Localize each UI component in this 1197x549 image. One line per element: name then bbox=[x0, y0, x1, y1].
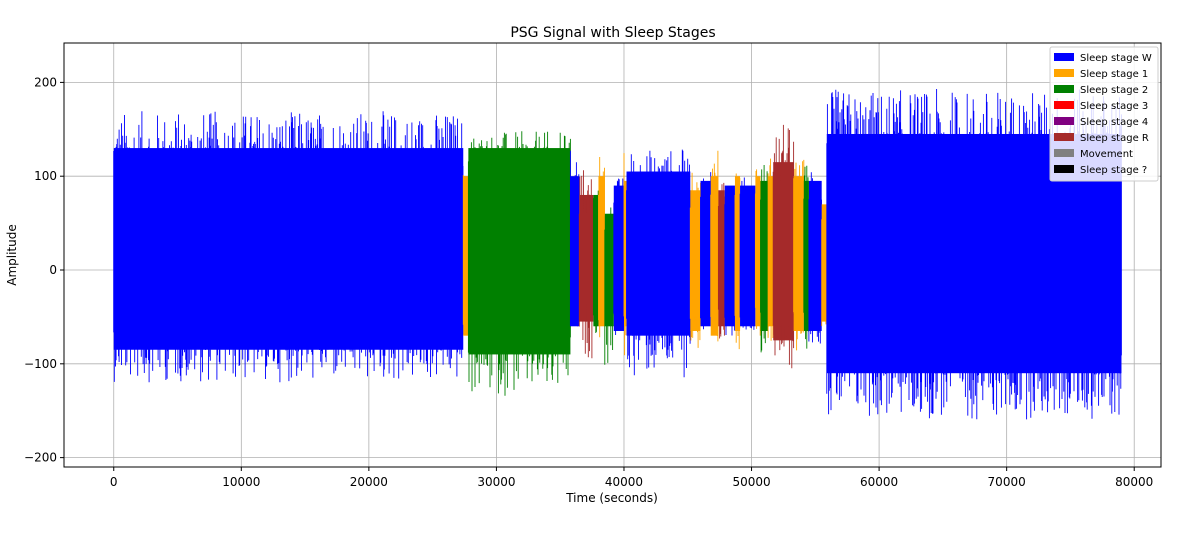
legend-swatch bbox=[1054, 85, 1074, 93]
signal-traces bbox=[113, 89, 1122, 420]
signal-trace bbox=[623, 153, 627, 356]
legend-swatch bbox=[1054, 133, 1074, 141]
signal-trace bbox=[598, 157, 605, 338]
signal-trace bbox=[760, 165, 769, 353]
signal-trace bbox=[808, 172, 822, 344]
legend-label: Sleep stage 4 bbox=[1080, 117, 1148, 128]
legend-swatch bbox=[1054, 149, 1074, 157]
chart-title: PSG Signal with Sleep Stages bbox=[510, 25, 715, 41]
signal-trace bbox=[569, 150, 580, 327]
legend-swatch bbox=[1054, 69, 1074, 77]
signal-trace bbox=[604, 207, 614, 365]
legend-label: Sleep stage ? bbox=[1080, 165, 1147, 176]
signal-trace bbox=[626, 149, 691, 378]
legend-label: Sleep stage 1 bbox=[1080, 69, 1148, 80]
signal-trace bbox=[578, 170, 594, 359]
x-tick-label: 10000 bbox=[222, 475, 260, 489]
legend-label: Sleep stage R bbox=[1080, 133, 1149, 144]
y-axis-label: Amplitude bbox=[5, 224, 19, 286]
legend-label: Sleep stage 3 bbox=[1080, 101, 1148, 112]
axes: 0 10000 20000 30000 40000 50000 60000 70000 8000… bbox=[24, 75, 1153, 489]
signal-trace bbox=[717, 182, 725, 339]
x-tick-label: 50000 bbox=[732, 475, 770, 489]
legend-label: Sleep stage 2 bbox=[1080, 85, 1148, 96]
legend-label: Sleep stage W bbox=[1080, 53, 1152, 64]
legend-swatch bbox=[1054, 117, 1074, 125]
legend-swatch bbox=[1054, 165, 1074, 173]
x-tick-label: 80000 bbox=[1115, 475, 1153, 489]
legend-swatch bbox=[1054, 53, 1074, 61]
x-tick-label: 30000 bbox=[477, 475, 515, 489]
y-tick-label: 0 bbox=[49, 263, 57, 277]
signal-trace bbox=[462, 175, 469, 336]
y-tick-label: 100 bbox=[34, 169, 57, 183]
legend-box bbox=[1049, 46, 1159, 182]
signal-trace bbox=[793, 159, 805, 351]
x-axis-label: Time (seconds) bbox=[565, 491, 658, 505]
signal-trace bbox=[710, 150, 719, 342]
signal-trace bbox=[613, 178, 625, 335]
y-tick-label: 200 bbox=[34, 75, 57, 89]
x-tick-label: 60000 bbox=[860, 475, 898, 489]
signal-trace bbox=[826, 89, 1122, 420]
plot-frame bbox=[63, 42, 1162, 468]
legend-swatch bbox=[1054, 101, 1074, 109]
signal-trace bbox=[113, 111, 464, 383]
legend: Sleep stage W Sleep stage 1 Sleep stage 2 S… bbox=[1049, 46, 1159, 182]
legend-label: Movement bbox=[1080, 149, 1133, 160]
y-tick-label: −100 bbox=[24, 357, 57, 371]
x-tick-label: 70000 bbox=[988, 475, 1026, 489]
signal-trace bbox=[700, 172, 712, 330]
signal-trace bbox=[772, 124, 795, 369]
plot-area bbox=[63, 42, 1162, 468]
signal-trace bbox=[739, 177, 756, 330]
x-tick-label: 20000 bbox=[350, 475, 388, 489]
y-tick-label: −200 bbox=[24, 451, 57, 465]
x-tick-label: 40000 bbox=[605, 475, 643, 489]
x-tick-label: 0 bbox=[110, 475, 118, 489]
signal-trace bbox=[689, 172, 701, 348]
signal-trace bbox=[467, 131, 571, 396]
signal-trace bbox=[724, 192, 736, 336]
